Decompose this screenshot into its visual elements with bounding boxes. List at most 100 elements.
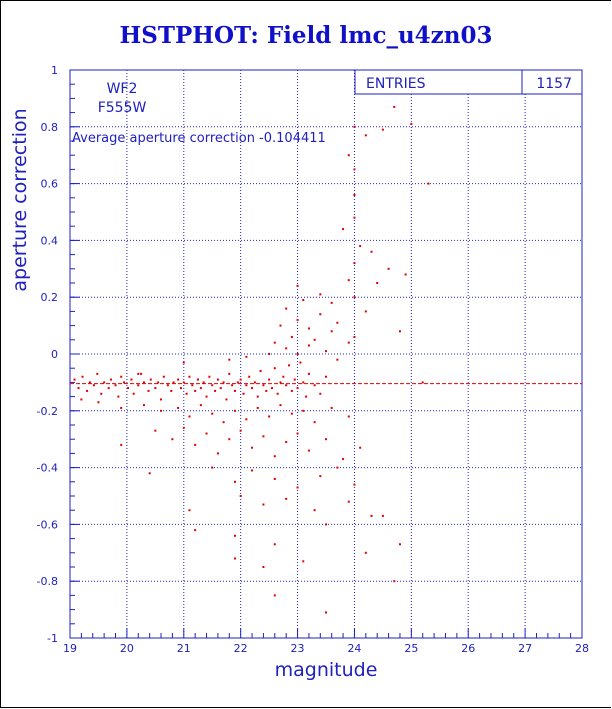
data-point <box>199 404 202 407</box>
x-tick-label: 25 <box>404 642 418 655</box>
data-point <box>262 566 265 568</box>
data-point <box>233 534 236 537</box>
data-point <box>364 310 367 313</box>
data-point <box>171 438 174 441</box>
data-point <box>259 370 262 373</box>
data-point <box>92 384 95 387</box>
data-point <box>273 594 276 597</box>
data-point <box>142 381 145 384</box>
data-point <box>245 418 248 421</box>
data-point <box>285 441 288 444</box>
data-point <box>251 387 254 390</box>
x-tick-label: 24 <box>347 642 361 655</box>
data-point <box>97 401 100 404</box>
data-point <box>182 426 185 429</box>
data-point <box>211 466 214 469</box>
data-point <box>353 216 356 219</box>
data-point <box>347 154 350 157</box>
data-point <box>172 381 175 384</box>
y-tick-label: -0.6 <box>37 518 58 531</box>
data-point <box>188 375 191 378</box>
data-point <box>166 384 169 387</box>
data-point <box>302 381 305 384</box>
data-point <box>347 415 350 418</box>
data-point <box>296 353 299 355</box>
data-point <box>268 415 271 418</box>
data-point <box>353 193 356 196</box>
data-point <box>86 389 89 392</box>
data-point <box>107 387 110 390</box>
data-point <box>262 384 265 387</box>
data-point <box>319 475 322 478</box>
data-point <box>307 344 310 347</box>
data-point <box>194 443 197 446</box>
data-point <box>262 503 265 506</box>
data-point <box>282 375 285 378</box>
data-point <box>222 421 225 424</box>
chart-title: HSTPHOT: Field lmc_u4zn03 <box>119 22 493 49</box>
data-point <box>393 105 396 108</box>
data-point <box>170 389 173 392</box>
data-point <box>222 381 225 384</box>
data-point <box>219 387 222 390</box>
data-point <box>120 375 123 378</box>
data-point <box>330 330 333 333</box>
data-point <box>245 384 248 387</box>
data-point <box>242 392 245 395</box>
data-point <box>336 466 339 469</box>
data-point <box>236 381 239 384</box>
data-point <box>305 395 308 398</box>
x-tick-label: 27 <box>518 642 532 655</box>
data-point <box>302 299 305 302</box>
data-point <box>290 389 293 392</box>
data-point <box>325 375 327 378</box>
data-point <box>273 455 276 458</box>
data-point <box>325 523 327 526</box>
data-point <box>256 395 259 398</box>
data-points <box>73 105 430 614</box>
data-point <box>191 384 194 387</box>
data-point <box>233 557 236 560</box>
data-point <box>132 392 135 395</box>
data-point <box>273 367 276 370</box>
data-point <box>197 378 199 381</box>
data-point <box>325 350 327 353</box>
average-annotation: Average aperture correction -0.104411 <box>72 131 326 146</box>
data-point <box>248 375 251 378</box>
data-point <box>228 438 231 441</box>
data-point <box>302 560 305 563</box>
data-point <box>293 378 296 381</box>
data-point <box>353 335 356 338</box>
data-point <box>120 406 123 409</box>
y-tick-label: 0.4 <box>41 234 59 247</box>
data-point <box>398 330 401 333</box>
data-point <box>288 364 291 367</box>
data-point <box>276 392 279 395</box>
data-point <box>239 429 242 432</box>
axis-ticks <box>69 69 583 639</box>
data-point <box>233 480 236 483</box>
entries-label: ENTRIES <box>366 76 426 92</box>
data-point <box>103 381 106 384</box>
data-point <box>162 375 165 378</box>
data-point <box>228 372 231 375</box>
y-tick-label: 1 <box>51 64 58 77</box>
data-point <box>73 378 76 381</box>
data-point <box>120 443 123 446</box>
data-point <box>117 395 120 398</box>
data-point <box>88 381 91 384</box>
data-point <box>404 273 407 276</box>
chip-label: WF2 <box>107 81 138 97</box>
x-tick-label: 19 <box>63 642 77 655</box>
data-point <box>279 381 282 384</box>
data-point <box>251 446 254 449</box>
data-point <box>296 387 299 390</box>
data-point <box>398 543 401 546</box>
data-point <box>157 381 160 384</box>
y-tick-label: 0.6 <box>41 178 59 191</box>
data-point <box>256 406 259 409</box>
data-point <box>182 381 185 384</box>
data-point <box>313 421 316 424</box>
x-tick-label: 20 <box>120 642 134 655</box>
data-point <box>347 341 350 344</box>
